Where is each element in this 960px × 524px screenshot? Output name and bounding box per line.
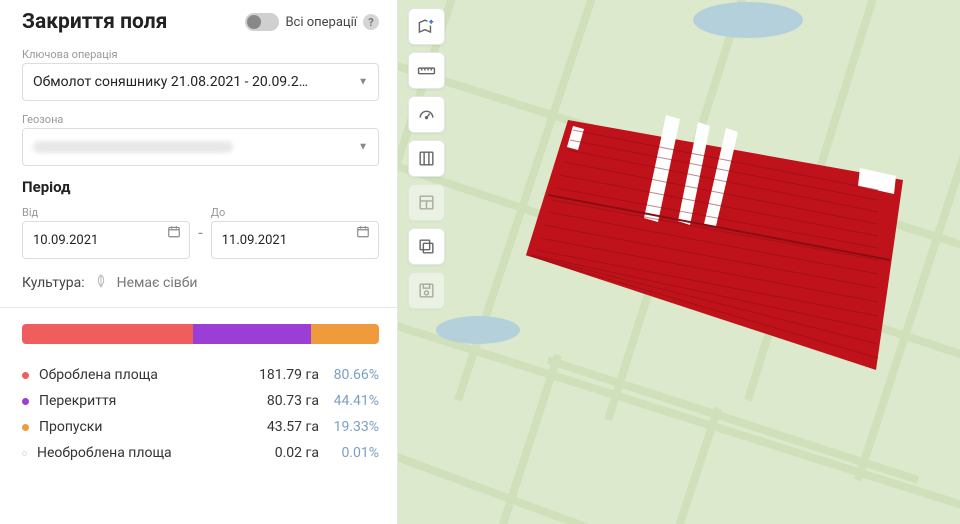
key-operation-value: Обмолот соняшнику 21.08.2021 - 20.09.2…	[33, 74, 308, 90]
map-layers-button[interactable]	[408, 228, 445, 265]
culture-row: Культура: Немає сівби	[22, 273, 379, 293]
date-to-label: До	[211, 206, 379, 219]
map-grid-button[interactable]	[408, 140, 445, 177]
legend-row: Перекриття80.73 га44.41%	[22, 388, 379, 414]
culture-value: Немає сівби	[117, 275, 198, 291]
all-operations-toggle[interactable]	[245, 13, 279, 31]
legend-area: 181.79 га	[229, 367, 319, 383]
map-gauge-button[interactable]	[408, 96, 445, 133]
culture-label: Культура:	[22, 275, 85, 291]
all-operations-label: Всі операції	[285, 15, 357, 30]
map-save-button[interactable]	[408, 272, 445, 309]
date-to-input[interactable]	[211, 221, 379, 259]
divider	[0, 307, 397, 308]
leaf-icon	[93, 273, 109, 293]
legend-dot	[22, 372, 29, 379]
legend-area: 80.73 га	[229, 393, 319, 409]
bar-segment	[311, 324, 379, 344]
map-add-layer-button[interactable]	[408, 8, 445, 45]
legend-name: Пропуски	[39, 419, 229, 435]
map-ruler-button[interactable]	[408, 52, 445, 89]
bar-segment	[193, 324, 311, 344]
legend-percent: 19.33%	[319, 419, 379, 435]
date-from-label: Від	[22, 206, 190, 219]
key-operation-label: Ключова операція	[22, 48, 379, 61]
geozone-select[interactable]: ▼	[22, 128, 379, 166]
geozone-placeholder-blur	[33, 141, 233, 153]
page-title: Закриття поля	[22, 10, 167, 34]
legend-dot	[22, 398, 29, 405]
period-title: Період	[22, 178, 379, 196]
legend-name: Необроблена площа	[37, 445, 229, 461]
sidebar: Закриття поля Всі операції ? Ключова опе…	[0, 0, 398, 524]
legend-name: Оброблена площа	[39, 367, 229, 383]
map-toolbar	[408, 8, 445, 309]
legend-name: Перекриття	[39, 393, 229, 409]
help-icon[interactable]: ?	[363, 14, 379, 30]
legend-dot	[22, 451, 27, 456]
toggle-knob	[247, 15, 261, 29]
chevron-down-icon: ▼	[358, 77, 368, 88]
legend-area: 43.57 га	[229, 419, 319, 435]
date-from-input[interactable]	[22, 221, 190, 259]
legend-percent: 80.66%	[319, 367, 379, 383]
legend-row: Необроблена площа0.02 га0.01%	[22, 440, 379, 466]
coverage-stacked-bar	[22, 324, 379, 344]
date-to-box: До	[211, 206, 379, 259]
legend-dot	[22, 424, 29, 431]
period-row: Від - До	[22, 206, 379, 259]
geozone-label: Геозона	[22, 113, 379, 126]
all-operations-toggle-group: Всі операції ?	[245, 13, 379, 31]
map-panel	[398, 0, 960, 524]
legend-percent: 44.41%	[319, 393, 379, 409]
legend-row: Пропуски43.57 га19.33%	[22, 414, 379, 440]
legend-row: Оброблена площа181.79 га80.66%	[22, 362, 379, 388]
period-dash: -	[198, 223, 202, 242]
map-canvas[interactable]	[398, 0, 960, 524]
date-from-box: Від	[22, 206, 190, 259]
map-panel-button[interactable]	[408, 184, 445, 221]
legend-percent: 0.01%	[319, 445, 379, 461]
chevron-down-icon: ▼	[358, 142, 368, 153]
legend-area: 0.02 га	[229, 445, 319, 461]
header-row: Закриття поля Всі операції ?	[22, 10, 379, 34]
legend: Оброблена площа181.79 га80.66%Перекриття…	[22, 362, 379, 466]
key-operation-select[interactable]: Обмолот соняшнику 21.08.2021 - 20.09.2… …	[22, 63, 379, 101]
bar-segment	[22, 324, 193, 344]
